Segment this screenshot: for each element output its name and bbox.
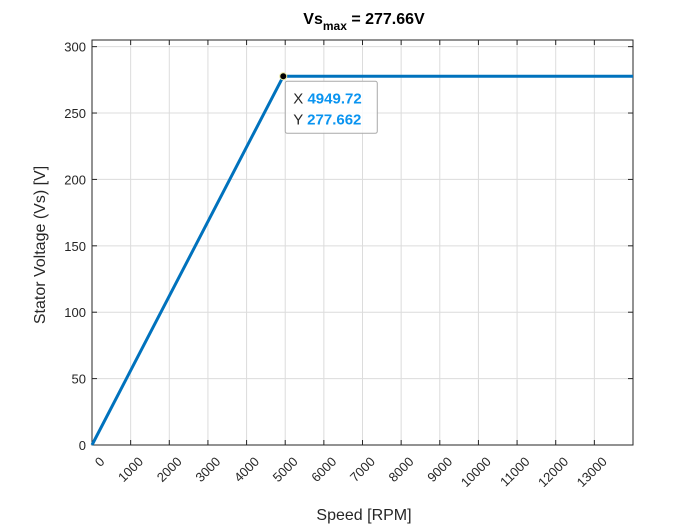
- datatip-x-value: 4949.72: [307, 90, 361, 107]
- datatip[interactable]: X 4949.72 Y 277.662: [279, 72, 378, 134]
- datatip-y-value: 277.662: [307, 111, 361, 128]
- chart-title: Vsmax = 277.66V: [303, 11, 425, 33]
- y-tick-label: 50: [72, 372, 86, 387]
- y-axis-label: Stator Voltage (Vs) [V]: [32, 166, 49, 324]
- title-subscript: max: [323, 19, 347, 33]
- datatip-x-prefix: X: [293, 90, 303, 107]
- datatip-y-row: Y 277.662: [293, 111, 361, 128]
- y-tick-label: 200: [64, 172, 86, 187]
- title-rest: = 277.66V: [347, 11, 425, 28]
- y-tick-label: 100: [64, 305, 86, 320]
- y-tick-labels: 0 50 100 150 200 250 300: [64, 40, 86, 453]
- x-axis-label: Speed [RPM]: [316, 507, 411, 524]
- y-tick-label: 0: [79, 438, 86, 453]
- title-main: Vs: [303, 11, 323, 28]
- y-tick-label: 150: [64, 239, 86, 254]
- datatip-x-row: X 4949.72: [293, 90, 361, 107]
- datatip-marker[interactable]: [279, 72, 288, 81]
- y-tick-label: 300: [64, 40, 86, 55]
- datatip-y-prefix: Y: [293, 111, 303, 128]
- y-tick-label: 250: [64, 106, 86, 121]
- datatip-box: [284, 80, 378, 134]
